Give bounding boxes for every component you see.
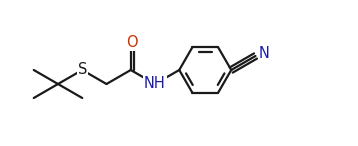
Text: N: N [259,46,270,61]
Text: NH: NH [144,77,166,92]
Text: S: S [78,62,87,78]
Text: O: O [126,35,137,50]
